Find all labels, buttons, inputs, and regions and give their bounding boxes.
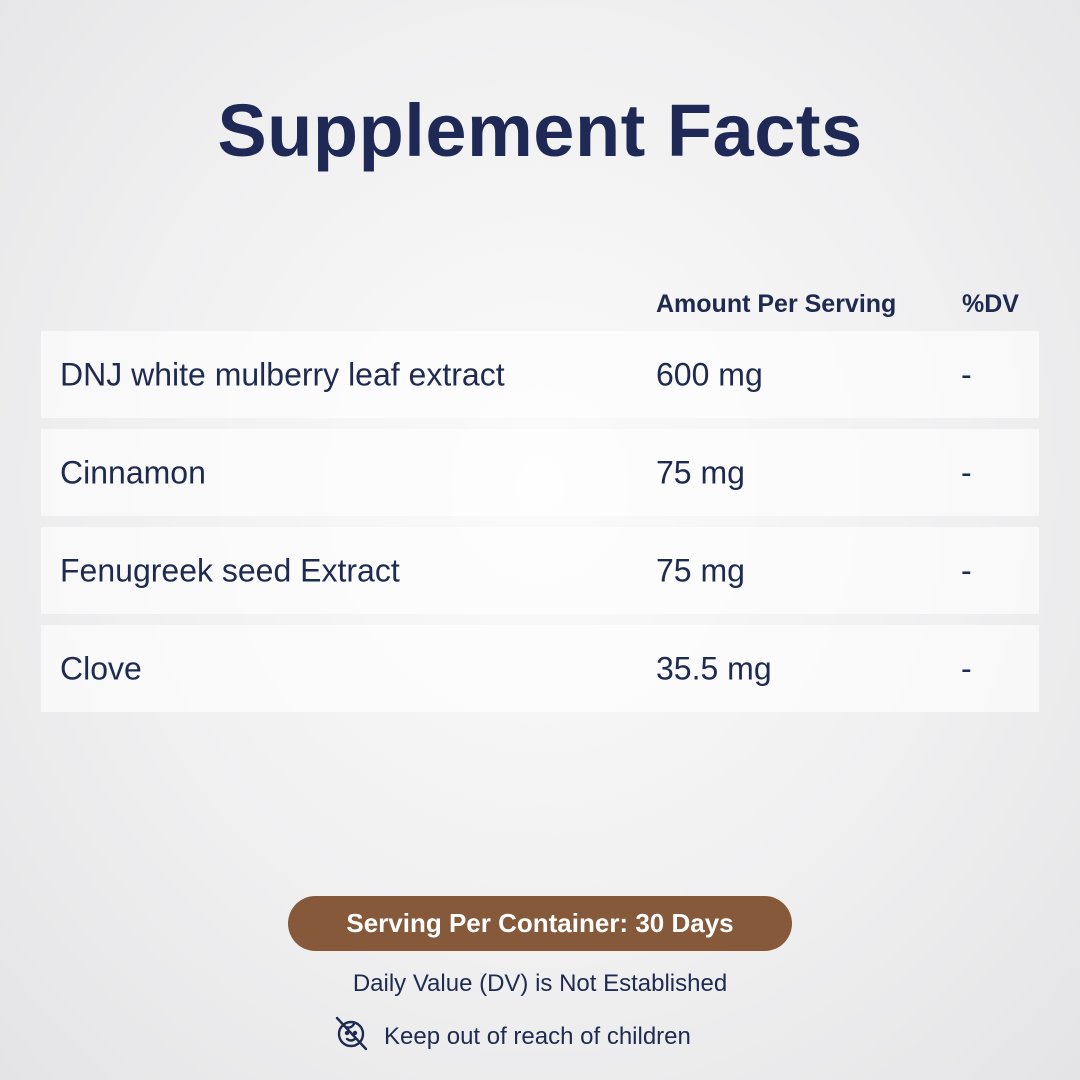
warning: Keep out of reach of children xyxy=(332,1014,691,1059)
ingredient-dv: - xyxy=(961,650,972,686)
ingredient-dv: - xyxy=(961,356,972,392)
ingredient-amount: 75 mg xyxy=(656,552,745,588)
page-title: Supplement Facts xyxy=(217,89,863,172)
ingredient-amount: 75 mg xyxy=(656,454,745,490)
ingredient-amount: 35.5 mg xyxy=(656,650,772,686)
table-row: Cinnamon 75 mg - xyxy=(41,429,1039,516)
warning-text: Keep out of reach of children xyxy=(384,1022,691,1050)
dv-note: Daily Value (DV) is Not Established xyxy=(352,970,728,997)
ingredient-name: Fenugreek seed Extract xyxy=(60,552,400,588)
no-children-icon xyxy=(332,1014,370,1059)
header-amount: Amount Per Serving xyxy=(656,290,897,318)
table-row: DNJ white mulberry leaf extract 600 mg - xyxy=(41,331,1039,418)
ingredient-dv: - xyxy=(961,454,972,490)
table-row: Fenugreek seed Extract 75 mg - xyxy=(41,527,1039,614)
table-row: Clove 35.5 mg - xyxy=(41,625,1039,712)
serving-badge: Serving Per Container: 30 Days xyxy=(288,896,792,951)
header-dv: %DV xyxy=(962,290,1019,318)
ingredient-dv: - xyxy=(961,552,972,588)
ingredient-name: DNJ white mulberry leaf extract xyxy=(60,356,505,392)
ingredient-name: Clove xyxy=(60,650,142,686)
ingredient-name: Cinnamon xyxy=(60,454,206,490)
ingredient-amount: 600 mg xyxy=(656,356,763,392)
